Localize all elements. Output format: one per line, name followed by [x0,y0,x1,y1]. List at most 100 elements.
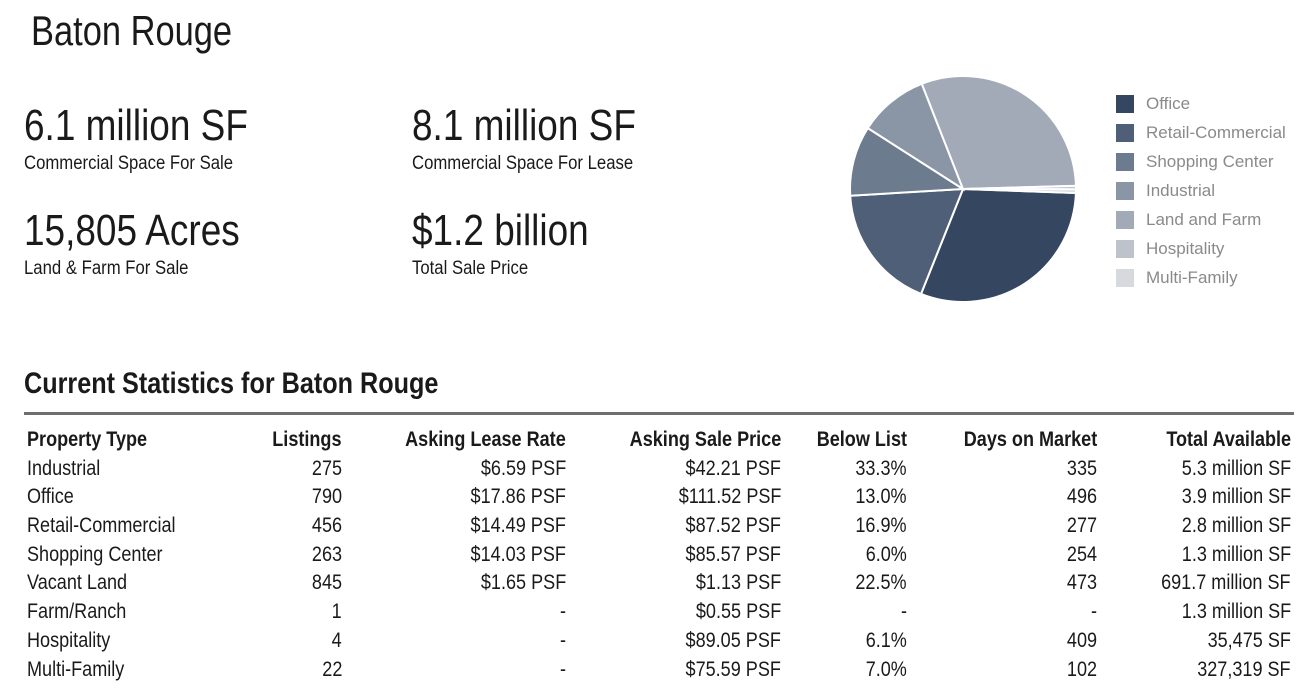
stat-value: 15,805 Acres [24,206,240,255]
cell-below-list: 16.9% [855,514,907,538]
legend-label: Land and Farm [1146,209,1262,229]
cell-asking-sale-price: $85.57 PSF [685,542,781,566]
legend-label: Multi-Family [1146,267,1238,287]
cell-property-type: Hospitality [27,628,111,652]
table-row: Industrial 275 $6.59 PSF $42.21 PSF 33.3% 335… [27,455,1291,484]
cell-days-on-market: 335 [1066,456,1097,480]
chart-legend: Office Retail-Commercial Shopping Center In… [1116,89,1286,292]
cell-total-available: 327,319 SF [1197,657,1291,681]
cell-days-on-market: 473 [1066,571,1097,595]
pie-slice-multi-family [962,188,1078,194]
cell-property-type: Farm/Ranch [27,600,127,624]
table-row: Farm/Ranch 1 - $0.55 PSF - - 1.3 million SF [27,598,1291,627]
cell-asking-lease-rate: - [559,657,566,681]
cell-listings: 1 [331,600,342,624]
pie-slice-land-and-farm [920,75,1077,191]
cell-asking-sale-price: $1.13 PSF [695,571,781,595]
cell-listings: 456 [311,514,342,538]
cell-days-on-market: 277 [1066,514,1097,538]
stat-label: Commercial Space For Lease [412,153,634,174]
cell-property-type: Multi-Family [27,657,125,681]
cell-days-on-market: 102 [1066,657,1097,681]
legend-label: Industrial [1146,180,1215,200]
cell-property-type: Industrial [27,456,101,480]
legend-swatch [1116,123,1134,142]
legend-item: Industrial [1116,176,1286,205]
cell-listings: 22 [321,657,342,681]
header-total-available: Total Available [1166,428,1291,451]
legend-item: Retail-Commercial [1116,118,1286,147]
cell-below-list: 6.0% [865,542,907,566]
cell-days-on-market: 496 [1066,485,1097,509]
cell-listings: 4 [331,628,342,652]
legend-swatch [1116,181,1134,200]
cell-asking-lease-rate: $6.59 PSF [480,456,566,480]
legend-item: Shopping Center [1116,147,1286,176]
table-row: Hospitality 4 - $89.05 PSF 6.1% 409 35,475 SF [27,627,1291,656]
pie-slice-office [919,187,1077,303]
legend-swatch [1116,94,1134,113]
cell-asking-lease-rate: $17.86 PSF [470,485,566,509]
cell-property-type: Retail-Commercial [27,514,176,538]
stat-value: 8.1 million SF [412,101,636,150]
table-row: Multi-Family 22 - $75.59 PSF 7.0% 102 327,319 … [27,656,1291,685]
cell-listings: 263 [311,542,342,566]
cell-asking-lease-rate: - [559,628,566,652]
legend-swatch [1116,210,1134,229]
cell-asking-sale-price: $89.05 PSF [685,628,781,652]
cell-listings: 790 [311,485,342,509]
cell-below-list: 33.3% [855,456,907,480]
table-divider [24,412,1294,415]
table-title: Current Statistics for Baton Rouge [24,367,439,400]
legend-label: Office [1146,93,1191,113]
cell-asking-sale-price: $111.52 PSF [678,485,781,509]
pie-chart [849,75,1078,303]
stat-total-sale-price: $1.2 billion Total Sale Price [412,207,622,280]
cell-total-available: 1.3 million SF [1181,542,1291,566]
cell-asking-sale-price: $0.55 PSF [695,600,781,624]
stat-label: Land & Farm For Sale [24,258,189,279]
cell-total-available: 5.3 million SF [1181,456,1291,480]
page-title: Baton Rouge [31,7,233,54]
legend-item: Hospitality [1116,234,1286,263]
stat-value: 6.1 million SF [24,101,248,150]
table-row: Vacant Land 845 $1.65 PSF $1.13 PSF 22.5% 473… [27,569,1291,598]
header-asking-lease-rate: Asking Lease Rate [405,428,566,451]
stat-label: Total Sale Price [412,258,529,279]
header-property-type: Property Type [27,428,148,451]
cell-total-available: 691.7 million SF [1161,571,1291,595]
stat-for-lease: 8.1 million SF Commercial Space For Leas… [412,102,679,175]
header-days-on-market: Days on Market [963,428,1097,451]
cell-below-list: - [900,600,907,624]
cell-property-type: Vacant Land [27,571,128,595]
table-row: Shopping Center 263 $14.03 PSF $85.57 PSF 6.… [27,541,1291,570]
cell-total-available: 1.3 million SF [1181,600,1291,624]
header-below-list: Below List [816,428,907,451]
cell-total-available: 35,475 SF [1207,628,1291,652]
legend-label: Hospitality [1146,238,1225,258]
cell-asking-lease-rate: $14.49 PSF [470,514,566,538]
cell-total-available: 2.8 million SF [1181,514,1291,538]
header-asking-sale-price: Asking Sale Price [629,428,781,451]
stat-label: Commercial Space For Sale [24,153,234,174]
legend-swatch [1116,268,1134,287]
stat-value: $1.2 billion [412,206,589,255]
pie-slice-shopping-center [849,126,967,197]
cell-listings: 275 [311,456,342,480]
table-header-row: Property Type Listings Asking Lease Rate As… [27,426,1291,455]
cell-asking-sale-price: $42.21 PSF [685,456,781,480]
cell-asking-lease-rate: - [559,600,566,624]
cell-days-on-market: 254 [1066,542,1097,566]
cell-below-list: 6.1% [865,628,907,652]
cell-below-list: 22.5% [855,571,907,595]
cell-days-on-market: 409 [1066,628,1097,652]
legend-item: Office [1116,89,1286,118]
cell-asking-sale-price: $87.52 PSF [685,514,781,538]
cell-below-list: 13.0% [855,485,907,509]
statistics-table: Property Type Listings Asking Lease Rate As… [27,426,1291,684]
pie-slice-industrial [866,82,966,192]
legend-swatch [1116,239,1134,258]
legend-label: Retail-Commercial [1146,122,1286,142]
stat-for-sale: 6.1 million SF Commercial Space For Sale [24,102,291,175]
table-row: Retail-Commercial 456 $14.49 PSF $87.52 PSF… [27,512,1291,541]
